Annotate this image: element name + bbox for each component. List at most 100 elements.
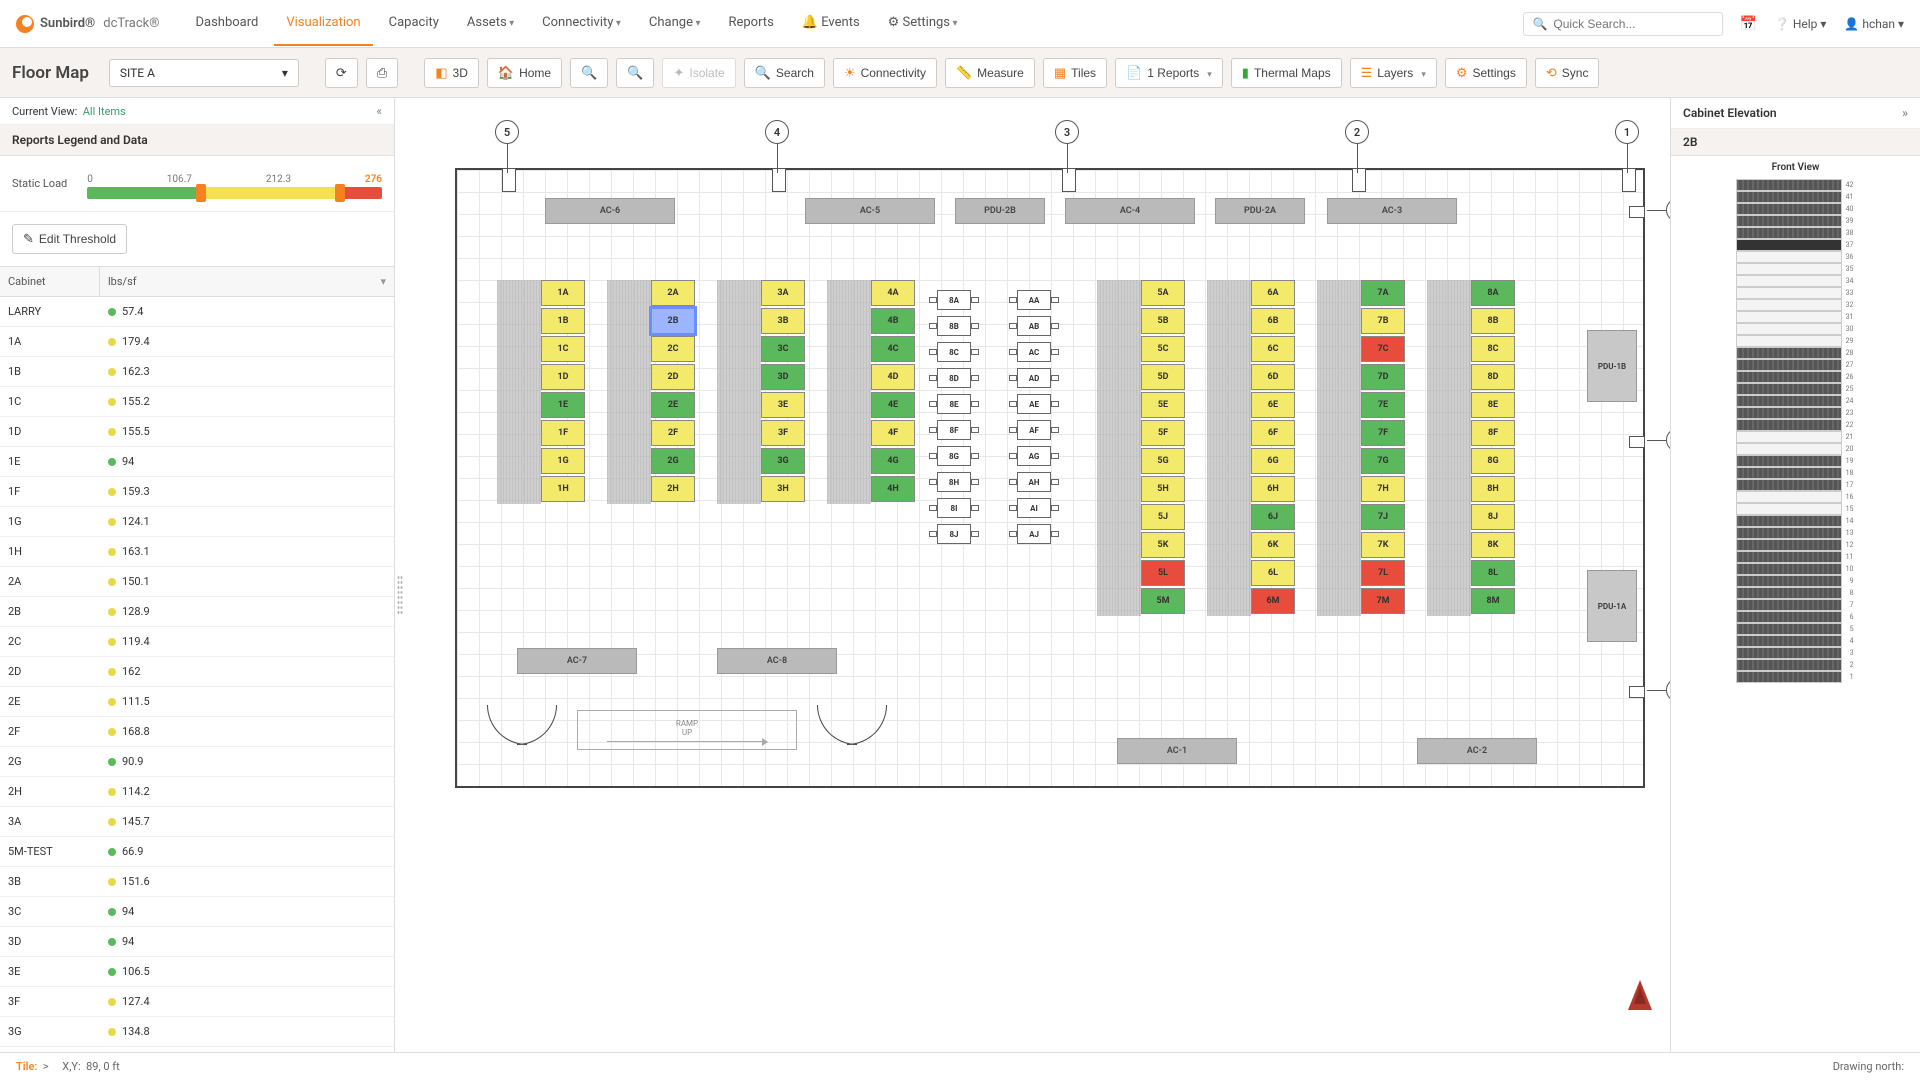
rack-cabinet[interactable]: 8K: [1471, 532, 1515, 558]
rack-cabinet[interactable]: 3D: [761, 364, 805, 390]
table-row[interactable]: 2E111.5: [0, 687, 394, 717]
rack-cabinet[interactable]: 6D: [1251, 364, 1295, 390]
nav-visualization[interactable]: Visualization: [274, 1, 372, 46]
ru-row[interactable]: 16: [1736, 491, 1856, 503]
table-row[interactable]: 2C119.4: [0, 627, 394, 657]
rack-cabinet-small[interactable]: 8C: [937, 342, 971, 362]
table-row[interactable]: 1B162.3: [0, 357, 394, 387]
ru-slot[interactable]: [1736, 251, 1842, 263]
rack-cabinet[interactable]: 6J: [1251, 504, 1295, 530]
ru-slot[interactable]: [1736, 419, 1842, 431]
ru-row[interactable]: 11: [1736, 551, 1856, 563]
rack-cabinet[interactable]: 5M: [1141, 588, 1185, 614]
ru-slot[interactable]: [1736, 563, 1842, 575]
table-row[interactable]: 2A150.1: [0, 567, 394, 597]
ru-row[interactable]: 22: [1736, 419, 1856, 431]
ru-row[interactable]: 12: [1736, 539, 1856, 551]
ru-row[interactable]: 41: [1736, 191, 1856, 203]
ru-row[interactable]: 1: [1736, 671, 1856, 683]
ru-row[interactable]: 19: [1736, 455, 1856, 467]
rack-cabinet-small[interactable]: AG: [1017, 446, 1051, 466]
table-row[interactable]: 2D162: [0, 657, 394, 687]
ru-slot[interactable]: [1736, 335, 1842, 347]
ru-row[interactable]: 33: [1736, 287, 1856, 299]
ru-row[interactable]: 30: [1736, 323, 1856, 335]
ru-slot[interactable]: [1736, 215, 1842, 227]
expand-right-icon[interactable]: »: [1902, 106, 1908, 120]
load-bar[interactable]: 0 106.7 212.3 276: [87, 174, 382, 199]
ru-row[interactable]: 31: [1736, 311, 1856, 323]
ru-row[interactable]: 36: [1736, 251, 1856, 263]
help-menu[interactable]: ❔ Help ▾: [1775, 17, 1827, 31]
ru-row[interactable]: 9: [1736, 575, 1856, 587]
threshold-handle[interactable]: [196, 184, 206, 202]
col-lbs[interactable]: lbs/sf: [108, 275, 137, 288]
search-button[interactable]: 🔍Search: [744, 58, 825, 88]
ru-slot[interactable]: [1736, 359, 1842, 371]
reports-button[interactable]: 📄1 Reports: [1115, 58, 1223, 88]
ru-slot[interactable]: [1736, 575, 1842, 587]
ru-slot[interactable]: [1736, 395, 1842, 407]
ru-slot[interactable]: [1736, 467, 1842, 479]
site-selector[interactable]: SITE A ▾: [109, 59, 299, 87]
rack-cabinet[interactable]: 8L: [1471, 560, 1515, 586]
rack-cabinet-small[interactable]: 8J: [937, 524, 971, 544]
ac-unit[interactable]: AC-7: [517, 648, 637, 674]
ru-row[interactable]: 7: [1736, 599, 1856, 611]
rack-cabinet[interactable]: 7L: [1361, 560, 1405, 586]
rack-cabinet[interactable]: 5F: [1141, 420, 1185, 446]
rack-cabinet[interactable]: 6C: [1251, 336, 1295, 362]
ru-slot[interactable]: [1736, 383, 1842, 395]
table-row[interactable]: 2F168.8: [0, 717, 394, 747]
ac-unit[interactable]: AC-6: [545, 198, 675, 224]
rack-cabinet[interactable]: 3C: [761, 336, 805, 362]
ru-row[interactable]: 13: [1736, 527, 1856, 539]
rack-cabinet[interactable]: 2D: [651, 364, 695, 390]
ru-slot[interactable]: [1736, 179, 1842, 191]
ru-slot[interactable]: [1736, 479, 1842, 491]
rack-cabinet[interactable]: 3F: [761, 420, 805, 446]
ru-row[interactable]: 6: [1736, 611, 1856, 623]
rack-cabinet[interactable]: 2A: [651, 280, 695, 306]
ru-slot[interactable]: [1736, 455, 1842, 467]
threshold-handle[interactable]: [335, 184, 345, 202]
table-row[interactable]: 1D155.5: [0, 417, 394, 447]
ac-unit[interactable]: AC-5: [805, 198, 935, 224]
rack-cabinet-small[interactable]: AB: [1017, 316, 1051, 336]
rack-cabinet[interactable]: 7K: [1361, 532, 1405, 558]
rack-cabinet[interactable]: 1F: [541, 420, 585, 446]
table-row[interactable]: 3F127.4: [0, 987, 394, 1017]
rack-cabinet[interactable]: 3B: [761, 308, 805, 334]
ru-row[interactable]: 20: [1736, 443, 1856, 455]
ru-slot[interactable]: [1736, 443, 1842, 455]
rack-cabinet[interactable]: 8C: [1471, 336, 1515, 362]
nav-dashboard[interactable]: Dashboard: [184, 1, 271, 46]
ru-slot[interactable]: [1736, 599, 1842, 611]
rack-cabinet[interactable]: 6A: [1251, 280, 1295, 306]
rack-cabinet[interactable]: 7C: [1361, 336, 1405, 362]
nav-capacity[interactable]: Capacity: [377, 1, 451, 46]
ru-slot[interactable]: [1736, 587, 1842, 599]
ru-slot[interactable]: [1736, 239, 1842, 251]
measure-button[interactable]: 📏Measure: [945, 58, 1035, 88]
ru-row[interactable]: 39: [1736, 215, 1856, 227]
calendar-icon[interactable]: 📅: [1739, 16, 1756, 32]
ru-slot[interactable]: [1736, 407, 1842, 419]
sync-button[interactable]: ⟲Sync: [1535, 58, 1600, 88]
ac-unit[interactable]: AC-1: [1117, 738, 1237, 764]
rack-cabinet[interactable]: 7A: [1361, 280, 1405, 306]
ru-row[interactable]: 10: [1736, 563, 1856, 575]
rack-cabinet-small[interactable]: AE: [1017, 394, 1051, 414]
search-input[interactable]: [1553, 17, 1714, 31]
rack-cabinet[interactable]: 6L: [1251, 560, 1295, 586]
ru-slot[interactable]: [1736, 515, 1842, 527]
rack-cabinet-small[interactable]: AD: [1017, 368, 1051, 388]
zoom-in-button[interactable]: 🔍: [570, 58, 608, 88]
rack-cabinet-small[interactable]: AA: [1017, 290, 1051, 310]
ru-row[interactable]: 18: [1736, 467, 1856, 479]
table-row[interactable]: 1A179.4: [0, 327, 394, 357]
ru-row[interactable]: 15: [1736, 503, 1856, 515]
rack-cabinet[interactable]: 7B: [1361, 308, 1405, 334]
rack-cabinet[interactable]: 4H: [871, 476, 915, 502]
nav-assets[interactable]: Assets: [455, 1, 526, 46]
